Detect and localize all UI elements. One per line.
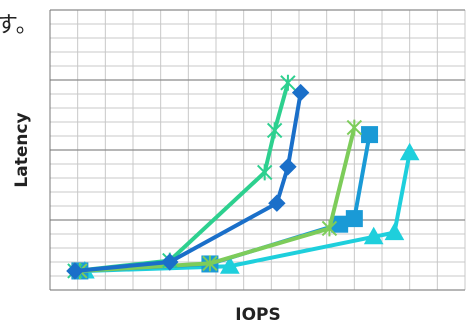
- marker: [361, 126, 379, 144]
- marker: [266, 122, 283, 139]
- x-axis-label: IOPS: [235, 305, 280, 324]
- marker: [280, 74, 296, 91]
- marker: [363, 226, 384, 245]
- series-line: [74, 82, 290, 273]
- marker: [161, 253, 179, 271]
- marker: [268, 194, 286, 212]
- series-line: [79, 127, 357, 273]
- marker: [279, 158, 297, 176]
- marker: [345, 210, 363, 228]
- note: す。: [0, 13, 38, 38]
- marker: [202, 255, 218, 272]
- y-axis-label: Latency: [12, 112, 32, 187]
- marker: [256, 164, 273, 181]
- marker: [399, 142, 420, 161]
- marker: [384, 222, 405, 241]
- marker: [66, 262, 84, 280]
- marker: [321, 220, 338, 237]
- series-line: [79, 134, 372, 273]
- marker: [219, 256, 240, 274]
- marker: [346, 119, 363, 136]
- marker: [291, 83, 310, 102]
